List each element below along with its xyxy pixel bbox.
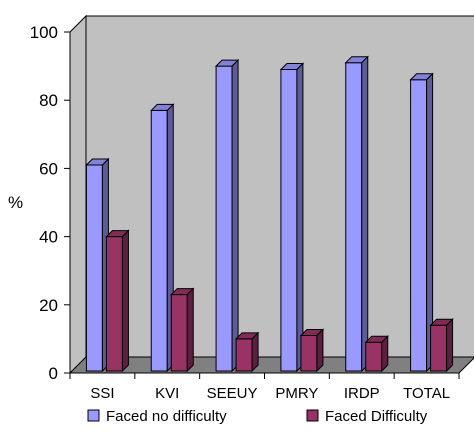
bar-front xyxy=(280,69,298,372)
bar-faced-difficulty xyxy=(234,331,260,373)
chart-bars xyxy=(85,55,454,373)
legend-swatch xyxy=(306,409,319,422)
bar-faced-no-difficulty xyxy=(409,72,434,373)
bar-side xyxy=(296,62,304,373)
bar-faced-difficulty xyxy=(364,335,389,373)
bar-side xyxy=(316,328,324,373)
bar-faced-difficulty xyxy=(429,318,454,373)
bar-faced-difficulty xyxy=(105,229,130,373)
y-axis-label: % xyxy=(8,193,23,212)
bar-front xyxy=(430,324,448,372)
legend-label: Faced Difficulty xyxy=(325,408,428,425)
bar-faced-difficulty xyxy=(170,287,195,373)
bar-faced-no-difficulty xyxy=(279,62,305,373)
x-tick-label: SSI xyxy=(90,385,114,402)
legend-swatch xyxy=(87,409,100,422)
bar-side xyxy=(231,58,239,373)
y-tick-label: 40 xyxy=(39,228,58,247)
chart-axes xyxy=(64,31,460,379)
chart-labels: 0 20 40 60 80 100 SSI KVI SEEUY PMRY IRDP TOTAL xyxy=(30,23,450,402)
y-tick-label: 0 xyxy=(49,364,58,383)
legend-label: Faced no difficulty xyxy=(106,408,227,425)
bar-front xyxy=(300,334,318,372)
bar-front xyxy=(85,164,103,372)
bar-front xyxy=(105,236,123,372)
bar-faced-no-difficulty xyxy=(150,103,175,373)
x-tick-label: KVI xyxy=(155,385,179,402)
side-wall xyxy=(69,14,87,375)
y-tick-label: 20 xyxy=(39,296,58,315)
y-tick-label: 100 xyxy=(30,23,58,42)
bar-front xyxy=(410,79,428,372)
bar-faced-difficulty xyxy=(299,328,325,373)
bar-front xyxy=(215,65,233,372)
chart-legend: Faced no difficulty Faced Difficulty xyxy=(87,408,428,425)
bar-front xyxy=(365,341,383,372)
bar-front xyxy=(150,109,168,372)
x-tick-label: TOTAL xyxy=(403,385,450,402)
bar-side xyxy=(251,331,259,373)
bar-faced-no-difficulty xyxy=(85,157,110,373)
bar-side xyxy=(446,318,454,373)
bar-faced-no-difficulty xyxy=(214,58,240,373)
bar-faced-no-difficulty xyxy=(344,55,369,373)
y-tick-label: 60 xyxy=(39,159,58,178)
x-tick-label: SEEUY xyxy=(207,385,258,402)
bar-side xyxy=(361,55,369,373)
bar-side xyxy=(186,287,194,373)
bar-front xyxy=(345,62,363,372)
bar-side xyxy=(381,335,389,373)
y-tick-label: 80 xyxy=(39,91,58,110)
x-tick-label: PMRY xyxy=(275,385,318,402)
bar-side xyxy=(121,229,129,373)
bar-front xyxy=(235,338,253,372)
bar-front xyxy=(170,294,188,372)
x-tick-label: IRDP xyxy=(344,385,380,402)
